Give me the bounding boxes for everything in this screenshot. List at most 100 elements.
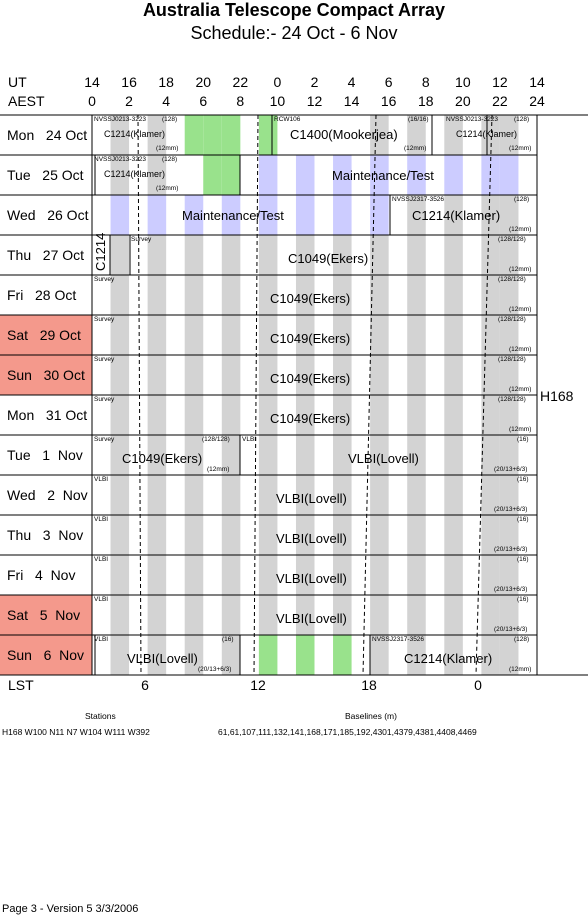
grey-band xyxy=(147,475,167,515)
grey-band xyxy=(221,235,241,275)
program-label: VLBI(Lovell) xyxy=(276,611,347,626)
grey-band xyxy=(481,595,500,635)
grey-band xyxy=(333,315,352,355)
grey-band xyxy=(295,355,315,395)
day-date: 5 Nov xyxy=(39,607,81,623)
grey-band xyxy=(444,235,463,275)
day-name: Mon xyxy=(7,407,35,423)
day-name: Thu xyxy=(7,527,32,543)
grey-band xyxy=(370,555,389,595)
grey-band xyxy=(481,395,500,435)
program-label: C1049(Ekers) xyxy=(270,411,351,426)
grey-band xyxy=(370,395,389,435)
blue-band xyxy=(407,155,426,195)
grey-band xyxy=(499,515,519,555)
source-label: RCW106 xyxy=(274,116,301,123)
bandwidth-label: (16) xyxy=(517,596,529,603)
grey-band xyxy=(407,555,426,595)
aest-tick: 14 xyxy=(343,93,360,109)
grey-band xyxy=(221,435,241,475)
weekend-highlight xyxy=(0,595,92,635)
grey-band xyxy=(444,315,463,355)
day-label: Thu 3 Nov xyxy=(0,515,92,555)
grey-band xyxy=(221,315,241,355)
day-date: 28 Oct xyxy=(35,287,77,303)
day-date: 3 Nov xyxy=(42,527,84,543)
receiver-label: (20/13+6/3) xyxy=(494,586,528,593)
grey-band xyxy=(333,515,352,555)
grey-band xyxy=(110,275,130,315)
grey-band xyxy=(147,555,167,595)
grey-band xyxy=(407,315,426,355)
grey-band xyxy=(481,235,500,275)
program-label: C1214 xyxy=(93,232,108,271)
day-date: 27 Oct xyxy=(42,247,85,263)
program-label: C1214(Klamer) xyxy=(104,129,166,139)
receiver-label: (20/13+6/3) xyxy=(198,666,232,673)
program-label: Maintenance/Test xyxy=(182,208,284,223)
grey-band xyxy=(370,235,389,275)
blue-band xyxy=(295,195,315,235)
schedule-title: Australia Telescope Compact Array xyxy=(142,0,446,20)
bandwidth-label: (128) xyxy=(162,116,178,123)
bandwidth-label: (16) xyxy=(517,436,529,443)
bandwidth-label: (128/128) xyxy=(498,236,526,243)
lst-tick: 18 xyxy=(361,677,377,693)
grey-band xyxy=(333,555,352,595)
grey-band xyxy=(481,275,500,315)
grey-band xyxy=(221,355,241,395)
source-label: NVSSJ2317-3526 xyxy=(392,196,445,203)
receiver-label: (12mm) xyxy=(509,346,532,353)
day-date: 24 Oct xyxy=(45,127,88,143)
baselines-list: 61,61,107,111,132,141,168,171,185,192,43… xyxy=(218,727,477,737)
aest-tick: 4 xyxy=(162,93,171,109)
ut-tick: 6 xyxy=(384,74,393,90)
grey-band xyxy=(184,435,204,475)
grey-band xyxy=(258,475,278,515)
baselines-title: Baselines (m) xyxy=(345,711,397,721)
bandwidth-label: (128) xyxy=(514,636,530,643)
ut-tick: 10 xyxy=(455,74,471,90)
blue-band xyxy=(110,195,130,235)
grey-band xyxy=(499,555,519,595)
grey-band xyxy=(258,435,278,475)
program-label: C1049(Ekers) xyxy=(270,291,351,306)
grey-band xyxy=(295,475,315,515)
grey-band xyxy=(147,115,167,155)
program-label: VLBI(Lovell) xyxy=(276,531,347,546)
bandwidth-label: (16) xyxy=(517,556,529,563)
grey-band xyxy=(295,275,315,315)
grey-band xyxy=(184,315,204,355)
grey-band xyxy=(407,355,426,395)
aest-tick: 12 xyxy=(306,93,323,109)
bandwidth-label: (16) xyxy=(517,476,529,483)
ut-tick: 14 xyxy=(529,74,545,90)
grey-band xyxy=(258,595,278,635)
blue-band xyxy=(481,155,500,195)
blue-band xyxy=(221,195,241,235)
green-band xyxy=(184,115,204,155)
grey-band xyxy=(407,195,426,235)
grey-band xyxy=(295,315,315,355)
grey-band xyxy=(147,395,167,435)
grey-band xyxy=(110,595,130,635)
grey-band xyxy=(258,395,278,435)
receiver-label: (12mm) xyxy=(509,226,532,233)
receiver-label: (20/13+6/3) xyxy=(494,626,528,633)
grey-band xyxy=(110,235,130,275)
blue-band xyxy=(444,155,463,195)
grey-band xyxy=(499,475,519,515)
grey-band xyxy=(295,395,315,435)
day-name: Mon xyxy=(7,127,35,143)
day-name: Thu xyxy=(7,247,32,263)
green-band xyxy=(258,115,278,155)
grey-band xyxy=(499,395,519,435)
blue-band xyxy=(333,195,352,235)
bandwidth-label: (16) xyxy=(222,636,234,643)
grey-band xyxy=(481,115,500,155)
receiver-label: (20/13+6/3) xyxy=(494,506,528,513)
grey-band xyxy=(147,595,167,635)
day-label: Mon 24 Oct xyxy=(0,115,92,155)
program-label: C1049(Ekers) xyxy=(270,331,351,346)
